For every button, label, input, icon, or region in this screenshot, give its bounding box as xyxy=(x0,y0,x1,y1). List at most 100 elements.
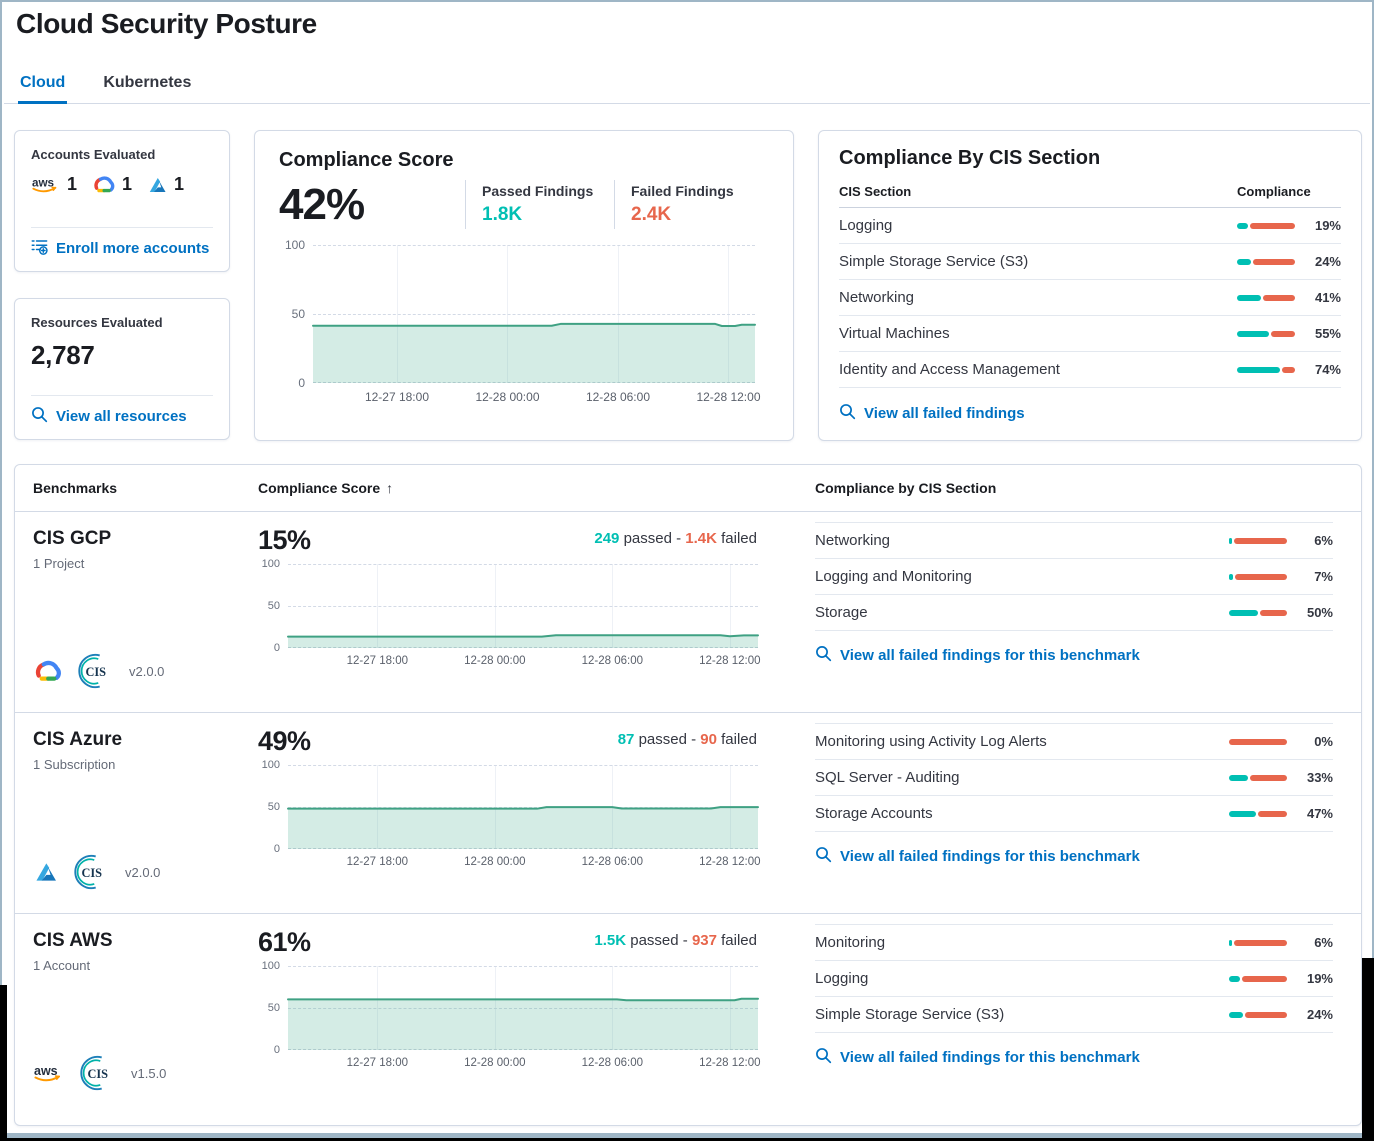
area-series xyxy=(313,245,755,383)
horizontal-gridline xyxy=(288,1048,758,1050)
tab-kubernetes[interactable]: Kubernetes xyxy=(103,74,192,91)
cis-section-compliance-pct: 24% xyxy=(1306,1007,1333,1022)
compliance-bar xyxy=(1229,609,1287,616)
svg-text:aws: aws xyxy=(32,176,55,189)
x-axis-tick: 12-28 12:00 xyxy=(696,389,761,404)
overall-score-value: 42% xyxy=(279,180,365,229)
benchmark-cis-sections: Networking 6% Logging and Monitoring 7% Stor… xyxy=(803,512,1361,712)
compliance-bar xyxy=(1229,939,1287,946)
x-axis-tick: 12-28 06:00 xyxy=(581,855,643,868)
benchmark-row-gcp: CIS GCP 1 Project CIS v2.0.0 15% 249 pas… xyxy=(15,512,1361,713)
horizontal-gridline xyxy=(288,605,758,607)
x-axis-tick: 12-28 12:00 xyxy=(699,654,761,667)
benchmark-meta: CIS Azure 1 Subscription CIS v2.0.0 xyxy=(15,713,258,913)
horizontal-gridline xyxy=(288,847,758,849)
enroll-more-accounts-link[interactable]: Enroll more accounts xyxy=(31,238,213,259)
cis-section-row: Logging 19% xyxy=(839,208,1341,244)
cis-section-compliance-pct: 19% xyxy=(1306,971,1333,986)
cis-section-row: Monitoring 6% xyxy=(815,924,1333,961)
x-axis-tick: 12-28 12:00 xyxy=(699,855,761,868)
area-series xyxy=(288,966,758,1050)
view-all-resources-link[interactable]: View all resources xyxy=(31,406,213,427)
compliance-by-cis-section-card: Compliance By CIS Section CIS Section Co… xyxy=(818,130,1362,441)
y-axis-tick: 50 xyxy=(267,599,280,612)
cis-section-name: Identity and Access Management xyxy=(839,361,1060,378)
benchmark-name: CIS GCP xyxy=(33,528,112,549)
cis-section-name: Simple Storage Service (S3) xyxy=(815,1006,1005,1023)
view-failed-findings-benchmark-link[interactable]: View all failed findings for this benchm… xyxy=(815,1047,1333,1068)
benchmark-version: v2.0.0 xyxy=(129,663,165,679)
magnifier-icon xyxy=(31,406,48,427)
cis-section-compliance-pct: 6% xyxy=(1314,533,1333,548)
view-failed-findings-benchmark-link[interactable]: View all failed findings for this benchm… xyxy=(815,846,1333,867)
cis-section-row: Logging 19% xyxy=(815,961,1333,997)
failed-count[interactable]: 1.4K xyxy=(685,530,717,547)
horizontal-gridline xyxy=(313,244,755,246)
benchmark-meta: CIS AWS 1 Account aws CIS v1.5.0 xyxy=(15,914,258,1114)
tab-cloud[interactable]: Cloud xyxy=(18,66,68,104)
passed-findings-label: Passed Findings xyxy=(482,183,594,199)
failed-findings-value[interactable]: 2.4K xyxy=(631,204,672,225)
summary-row: Accounts Evaluated aws 1 1 1 Enroll more… xyxy=(14,130,1362,441)
resources-count: 2,787 xyxy=(31,340,95,370)
svg-text:CIS: CIS xyxy=(81,866,102,880)
y-axis-tick: 0 xyxy=(298,375,305,390)
x-axis-tick: 12-28 06:00 xyxy=(581,654,643,667)
view-failed-findings-benchmark-link[interactable]: View all failed findings for this benchm… xyxy=(815,645,1333,666)
y-axis-tick: 100 xyxy=(261,959,280,972)
benchmark-logos: aws CIS v1.5.0 xyxy=(33,1054,166,1092)
list-add-icon xyxy=(31,238,48,259)
passed-findings-value[interactable]: 1.8K xyxy=(482,204,523,225)
compliance-trend-chart: 100 50 0 12-27 18:00 12-28 00:00 12-28 06:00… xyxy=(279,237,769,409)
y-axis-tick: 100 xyxy=(284,237,305,252)
aws-logo-icon: aws xyxy=(34,1064,60,1082)
benchmark-version: v2.0.0 xyxy=(125,864,161,880)
passed-findings: Passed Findings 1.8K xyxy=(465,180,614,229)
horizontal-gridline xyxy=(288,965,758,967)
benchmark-score-cell: 61% 1.5K passed - 937 failed 100 50 0 12-27… xyxy=(258,914,803,1114)
benchmark-row-azure: CIS Azure 1 Subscription CIS v2.0.0 49% … xyxy=(15,713,1361,914)
cis-section-compliance-pct: 7% xyxy=(1314,569,1333,584)
failed-count[interactable]: 937 xyxy=(691,932,717,949)
benchmark-score-cell: 49% 87 passed - 90 failed 100 50 0 12-27 18… xyxy=(258,713,803,913)
cis-section-compliance-pct: 19% xyxy=(1314,218,1341,233)
compliance-bar xyxy=(1229,573,1287,580)
benchmark-passed-failed: 87 passed - 90 failed xyxy=(617,731,757,748)
compliance-bar xyxy=(1229,975,1287,982)
resources-evaluated-card: Resources Evaluated 2,787 View all resou… xyxy=(14,298,230,440)
passed-count[interactable]: 87 xyxy=(617,731,635,748)
y-axis-tick: 50 xyxy=(267,1001,280,1014)
cis-section-name: Logging and Monitoring xyxy=(815,568,972,585)
view-all-failed-findings-link[interactable]: View all failed findings xyxy=(839,403,1341,424)
compliance-bar xyxy=(1229,537,1287,544)
horizontal-gridline xyxy=(288,806,758,808)
score-summary: 42% Passed Findings 1.8K Failed Findings… xyxy=(279,180,769,231)
compliance-bar xyxy=(1229,810,1287,817)
magnifier-icon xyxy=(839,403,856,424)
cis-section-compliance-pct: 50% xyxy=(1306,605,1333,620)
cis-section-compliance-pct: 74% xyxy=(1314,362,1341,377)
passed-count[interactable]: 1.5K xyxy=(594,932,627,949)
x-axis-tick: 12-28 00:00 xyxy=(464,855,526,868)
benchmark-cis-sections: Monitoring using Activity Log Alerts 0% SQ… xyxy=(803,713,1361,913)
failed-count[interactable]: 90 xyxy=(700,731,717,748)
cis-section-compliance-pct: 0% xyxy=(1314,734,1333,749)
compliance-bar xyxy=(1237,294,1295,301)
x-axis-labels: 12-27 18:00 12-28 00:00 12-28 06:00 12-28 1… xyxy=(288,855,761,872)
x-axis-tick: 12-27 18:00 xyxy=(346,1056,408,1069)
horizontal-gridline xyxy=(313,313,755,315)
aws-logo-icon: aws xyxy=(32,176,57,193)
azure-logo-icon xyxy=(149,177,166,192)
cis-section-name: Simple Storage Service (S3) xyxy=(839,253,1029,270)
passed-count[interactable]: 249 xyxy=(594,530,620,547)
provider-azure: 1 xyxy=(147,174,184,195)
divider xyxy=(31,227,213,228)
benchmark-score: 15% xyxy=(258,525,311,555)
compliance-score-column-header[interactable]: Compliance Score ↑ xyxy=(258,480,394,496)
black-edge-right xyxy=(1362,958,1374,1141)
compliance-column-header: Compliance xyxy=(1237,184,1311,199)
cis-section-column-header: CIS Section xyxy=(839,184,912,199)
compliance-by-cis-section-title: Compliance By CIS Section xyxy=(839,147,1101,169)
cis-logo-icon: CIS xyxy=(78,653,106,689)
